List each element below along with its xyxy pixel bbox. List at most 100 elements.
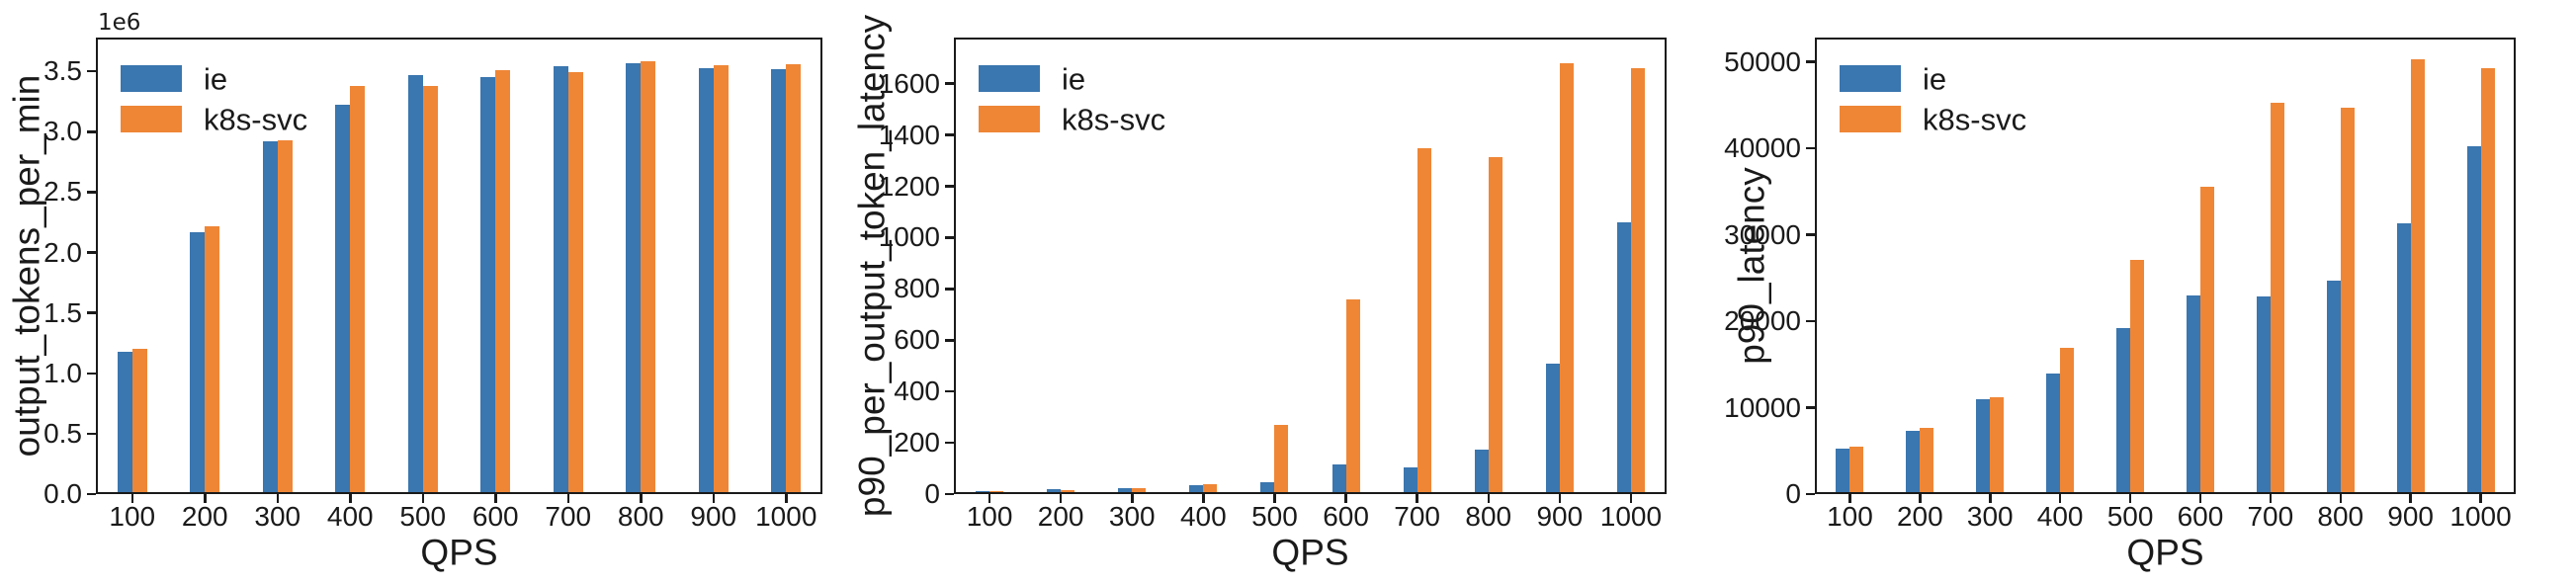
bar-k8s-svc-400 [1203,484,1217,494]
x-tick-label-100: 100 [1827,501,1873,532]
y-tick-label-3.0: 3.0 [43,116,82,147]
x-tick-mark [566,494,569,503]
y-tick-label-0.0: 0.0 [43,478,82,509]
bar-ie-500 [1260,482,1274,494]
bar-k8s-svc-400 [350,86,365,494]
legend-label-ie: ie [1062,61,1086,96]
bar-k8s-svc-1000 [1631,68,1645,494]
x-tick-label-400: 400 [326,501,374,532]
y-tick-mark [945,441,954,445]
bar-ie-600 [1332,464,1346,494]
x-tick-label-100: 100 [966,501,1013,532]
x-tick-label-900: 900 [2387,501,2434,532]
bar-k8s-svc-700 [2271,103,2284,494]
x-tick-mark [349,494,352,503]
y-tick-label-20000: 20000 [1724,305,1801,336]
x-tick-mark [1919,494,1922,503]
bar-k8s-svc-200 [205,226,219,494]
legend-item-ie: ie [979,61,1236,96]
y-tick-label-1.5: 1.5 [43,296,82,328]
bar-k8s-svc-300 [1990,397,2004,494]
bar-k8s-svc-600 [495,70,510,494]
bar-k8s-svc-1000 [2481,68,2495,494]
y-tick-mark [1806,146,1815,150]
x-tick-label-800: 800 [617,501,664,532]
legend-label-k8s-svc: k8s-svc [1923,102,2027,136]
y-tick-mark [87,251,96,254]
x-tick-mark [1989,494,1992,503]
y-tick-mark [1806,60,1815,63]
y-tick-mark [87,311,96,314]
x-tick-label-600: 600 [1323,501,1369,532]
legend-label-ie: ie [204,61,228,96]
bar-ie-300 [1118,488,1132,494]
x-tick-mark [2479,494,2482,503]
bar-k8s-svc-700 [568,72,583,494]
bar-ie-700 [1404,467,1417,494]
bar-k8s-svc-800 [2341,108,2355,494]
x-tick-label-700: 700 [1394,501,1440,532]
x-tick-mark [2269,494,2273,503]
x-tick-mark [276,494,279,503]
x-axis-label: QPS [1271,532,1349,573]
bar-k8s-svc-600 [2200,187,2214,494]
y-tick-label-400: 400 [894,376,940,407]
bar-k8s-svc-200 [1920,428,1933,494]
bar-ie-200 [1047,489,1061,494]
x-tick-label-600: 600 [472,501,519,532]
x-tick-label-700: 700 [545,501,592,532]
bar-ie-900 [1546,364,1560,494]
bar-ie-200 [190,232,205,494]
legend-swatch-k8s-svc [1840,106,1901,132]
x-tick-label-400: 400 [1179,501,1227,532]
bar-k8s-svc-500 [2130,260,2144,494]
bar-k8s-svc-700 [1417,148,1431,494]
x-tick-label-800: 800 [1465,501,1512,532]
x-tick-mark [421,494,424,503]
x-tick-mark [204,494,207,503]
y-tick-label-2.5: 2.5 [43,176,82,208]
y-axis-label: output_tokens_per_min [6,74,47,458]
x-tick-mark [1131,494,1134,503]
x-tick-label-200: 200 [1896,501,1943,532]
bar-ie-1000 [2467,146,2481,494]
bar-ie-800 [626,63,641,494]
bar-ie-800 [1475,450,1489,494]
bar-ie-600 [2187,295,2200,494]
bar-k8s-svc-500 [423,86,438,494]
y-tick-label-30000: 30000 [1724,218,1801,250]
x-tick-mark [1273,494,1276,503]
x-axis-label: QPS [2126,532,2204,573]
x-tick-label-500: 500 [1251,501,1298,532]
x-tick-mark [1558,494,1562,503]
y-tick-mark [87,130,96,133]
y-tick-mark [945,236,954,239]
x-tick-label-200: 200 [1037,501,1084,532]
bar-k8s-svc-800 [641,61,655,494]
y-tick-mark [87,69,96,73]
y-tick-mark [1806,492,1815,496]
x-tick-mark [640,494,643,503]
bar-k8s-svc-800 [1489,157,1503,494]
y-tick-label-10000: 10000 [1724,391,1801,423]
bar-ie-600 [480,77,495,494]
x-tick-mark [1487,494,1490,503]
y-tick-mark [945,185,954,188]
axis-offset-text: 1e6 [98,10,141,36]
y-tick-mark [87,432,96,436]
y-tick-mark [1806,319,1815,323]
legend-item-k8s-svc: k8s-svc [121,104,378,134]
x-tick-mark [2409,494,2412,503]
y-tick-mark [945,133,954,136]
y-tick-mark [87,372,96,376]
y-tick-label-800: 800 [894,273,940,304]
x-tick-mark [712,494,715,503]
y-tick-mark [945,82,954,85]
x-tick-mark [1202,494,1205,503]
y-tick-mark [945,339,954,342]
x-tick-label-400: 400 [2036,501,2084,532]
bar-k8s-svc-600 [1346,299,1360,494]
bar-ie-1000 [1617,222,1631,494]
legend-swatch-ie [1840,65,1901,92]
x-tick-label-100: 100 [109,501,156,532]
